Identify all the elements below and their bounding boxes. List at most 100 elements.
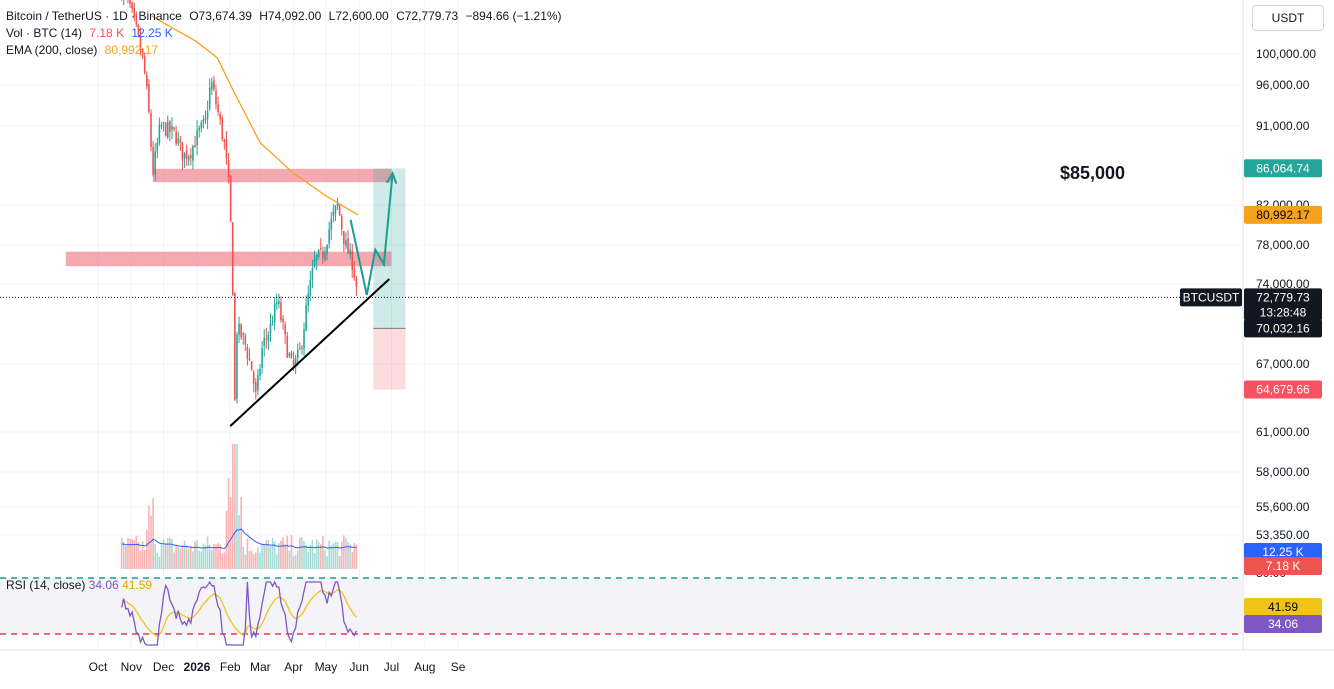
volume-bar xyxy=(317,541,320,569)
volume-bar xyxy=(267,539,270,569)
volume-bar xyxy=(225,511,228,569)
volume-bar xyxy=(296,550,299,569)
candle-body xyxy=(227,160,230,178)
candle-body xyxy=(301,347,303,349)
volume-bar xyxy=(322,536,324,569)
candle-body xyxy=(309,279,312,296)
candle-body xyxy=(294,358,297,368)
time-axis-label: Dec xyxy=(153,660,174,674)
candle-body xyxy=(234,293,236,400)
last-price-tag-bg xyxy=(1244,288,1322,321)
candle-body xyxy=(275,302,278,305)
candle-body xyxy=(265,338,268,340)
target-zone xyxy=(373,168,406,329)
candle-body xyxy=(238,323,240,335)
price-axis-tick: 58,000.00 xyxy=(1256,465,1310,479)
volume-bar xyxy=(301,537,303,569)
candle-body xyxy=(179,139,182,143)
candle-body xyxy=(250,361,253,371)
volume-bar xyxy=(219,544,221,569)
volume-bar xyxy=(231,444,234,569)
rsi-label: RSI (14, close) xyxy=(6,578,86,592)
change-value: −894.66 (−1.21%) xyxy=(465,9,562,23)
candle-body xyxy=(154,151,156,175)
volume-bar xyxy=(328,540,330,569)
stop-price-tag: 64,679.66 xyxy=(1256,383,1310,397)
volume-bar xyxy=(269,546,272,569)
candle-body xyxy=(290,352,293,358)
target-price-tag: 86,064.74 xyxy=(1256,161,1310,175)
volume-bar xyxy=(158,556,161,569)
candle-body xyxy=(351,251,354,271)
volume-bar xyxy=(351,552,354,569)
rsi-value-tag-bg xyxy=(1244,615,1322,633)
candle-body xyxy=(343,231,345,245)
time-axis[interactable]: Oct Nov Dec 2026 Feb Mar Apr May Jun Jul Aug Se xyxy=(0,649,1334,674)
volume-bar xyxy=(284,544,286,569)
volume-bar xyxy=(175,544,177,569)
volume-bar xyxy=(290,535,293,569)
candle-body xyxy=(242,333,245,335)
volume-bar xyxy=(303,541,305,569)
volume-bar xyxy=(248,550,251,569)
candle-body xyxy=(246,346,249,359)
ema-value: 80,992.17 xyxy=(104,43,159,57)
close-value: C72,779.73 xyxy=(396,9,459,23)
candle-body xyxy=(311,268,314,281)
candle-body xyxy=(324,251,326,260)
rsi-ma-line xyxy=(121,589,357,638)
candle-body xyxy=(288,353,291,356)
candle-body xyxy=(303,329,305,349)
symbol-tag-bg xyxy=(1180,288,1242,307)
price-axis-tick: 96,000.00 xyxy=(1256,78,1310,92)
candle-body xyxy=(175,131,177,144)
volume-bar xyxy=(353,543,356,569)
candle-body xyxy=(317,249,320,258)
volume-bar xyxy=(340,541,343,569)
currency-button[interactable]: USDT xyxy=(1252,5,1324,31)
volume-bar xyxy=(152,498,154,569)
drawings[interactable]: $85,000 xyxy=(0,163,1180,427)
price-axis-tick: 78,000.00 xyxy=(1256,238,1310,252)
volume-bar xyxy=(150,515,152,569)
entry-price-tag-bg xyxy=(1244,319,1322,338)
volume-bar xyxy=(185,545,188,569)
trendline xyxy=(229,278,391,427)
price-axis-tick: 74,000.00 xyxy=(1256,277,1310,291)
volume-bar xyxy=(259,552,261,569)
volume-legend: Vol · BTC (14) 7.18 K 12.25 K xyxy=(6,26,177,40)
volume-bar xyxy=(278,543,280,569)
candle-body xyxy=(225,139,228,159)
resistance-zone xyxy=(65,251,392,267)
volume-bar xyxy=(143,549,146,569)
rsi-band-background xyxy=(0,578,1242,634)
volume-bar xyxy=(275,554,278,569)
candle-body xyxy=(328,229,330,244)
candle-body xyxy=(248,358,251,361)
symbol-tag: BTCUSDT xyxy=(1183,290,1240,304)
volume-bar xyxy=(338,555,341,569)
volume-bar xyxy=(141,541,144,569)
candle-body xyxy=(282,318,284,323)
long-position-tool[interactable] xyxy=(373,168,406,390)
volume-bar xyxy=(313,552,316,569)
candle-body xyxy=(240,324,242,338)
volume-bar xyxy=(204,544,207,569)
candle-body xyxy=(252,372,255,384)
ohlc-legend: Bitcoin / TetherUS · 1D · Binance O73,67… xyxy=(6,9,566,23)
volume-bar xyxy=(292,556,295,569)
rsi-ma-tag: 41.59 xyxy=(1268,600,1298,614)
ema-200-line xyxy=(151,15,359,216)
volume-bar xyxy=(129,538,131,569)
candle-body xyxy=(208,87,211,109)
volume-bar xyxy=(326,556,328,569)
volume-bar xyxy=(127,537,129,569)
price-axis[interactable]: 100,000.0096,000.0091,000.0082,000.0078,… xyxy=(1180,0,1322,650)
volume-buy-value: 12.25 K xyxy=(131,26,173,40)
candle-body xyxy=(160,125,163,127)
candle-body xyxy=(210,82,213,90)
candle-body xyxy=(330,218,333,230)
rsi-line xyxy=(121,580,357,646)
candle-body xyxy=(219,114,221,120)
